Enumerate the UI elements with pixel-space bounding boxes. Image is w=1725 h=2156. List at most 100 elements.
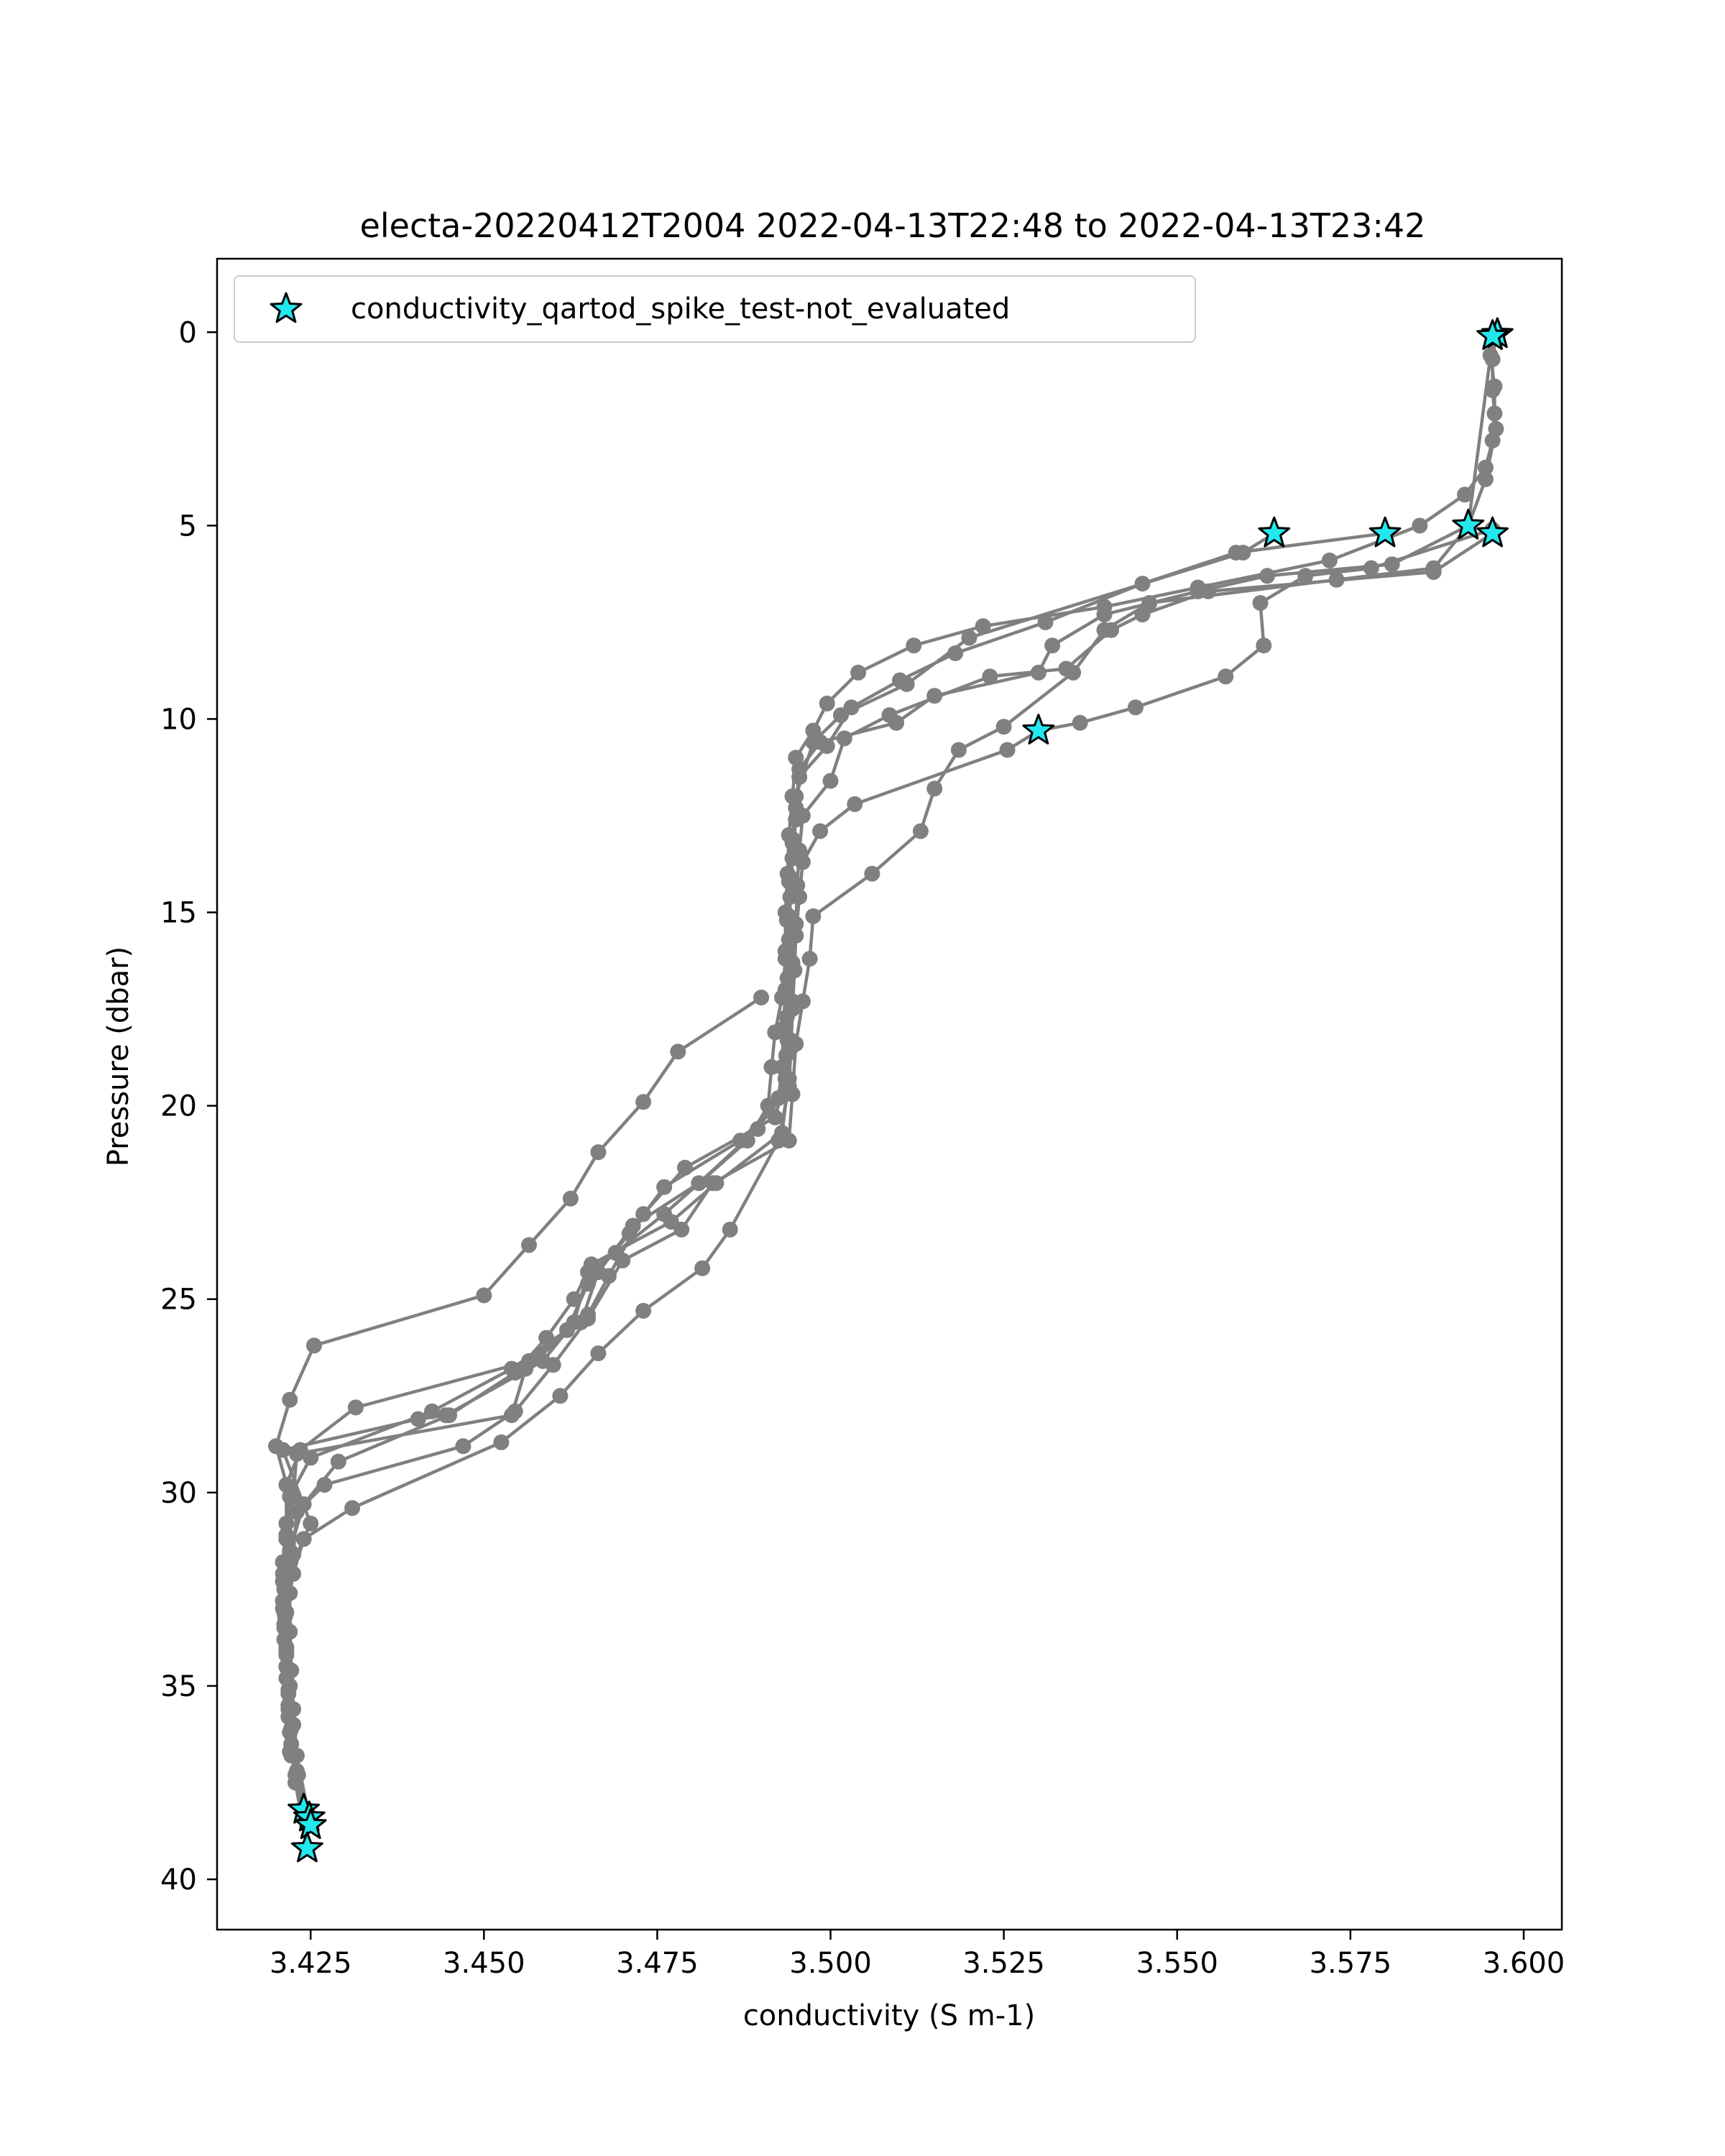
series-point <box>1141 595 1158 611</box>
x-axis-label: conductivity (S m-1) <box>743 1999 1035 2032</box>
axes-frame <box>216 257 1563 1931</box>
series-point <box>781 873 797 890</box>
y-tick-label: 30 <box>160 1477 197 1510</box>
flagged-star-point <box>1258 516 1291 548</box>
x-tick-label: 3.600 <box>1483 1947 1565 1980</box>
series-point <box>316 1477 333 1493</box>
x-tick-label: 3.550 <box>1136 1947 1218 1980</box>
series-point <box>778 1008 795 1025</box>
series-point <box>562 1190 579 1207</box>
series-point <box>280 1682 297 1698</box>
series-point <box>1058 660 1075 677</box>
series-point <box>1235 545 1251 561</box>
series-point <box>975 618 991 635</box>
series-point <box>1072 714 1088 731</box>
series-point <box>1457 487 1473 503</box>
series-point <box>1488 420 1504 437</box>
y-tick-label: 5 <box>179 510 197 543</box>
series-point <box>770 1133 787 1149</box>
y-tick-label: 15 <box>160 897 197 930</box>
series-point <box>283 1720 300 1737</box>
y-axis: 0 5 10 15 20 25 30 35 40 <box>160 316 217 1897</box>
series-point <box>781 931 797 948</box>
series-point <box>1321 552 1338 568</box>
flagged-star-point <box>1452 508 1485 540</box>
series-point <box>767 1024 783 1041</box>
series-point <box>739 1133 755 1149</box>
series-point <box>476 1287 492 1304</box>
series-point <box>1037 614 1054 630</box>
series-point <box>438 1407 454 1424</box>
series-point <box>850 664 867 681</box>
series-point <box>268 1438 284 1455</box>
series-point <box>722 1221 738 1238</box>
series-point <box>590 1144 607 1161</box>
series-point <box>805 734 822 750</box>
flagged-star-point <box>290 1831 323 1863</box>
series-point <box>708 1175 724 1192</box>
series-point <box>535 1353 551 1369</box>
series-point <box>778 912 795 929</box>
series-point <box>1103 622 1120 638</box>
series-point <box>784 831 801 847</box>
series-point <box>1200 583 1217 599</box>
flagged-star-point <box>1476 516 1509 548</box>
series-point <box>1252 595 1269 611</box>
series-point <box>812 823 829 839</box>
series-point <box>282 1391 298 1408</box>
series-point <box>881 707 898 724</box>
y-tick-label: 20 <box>160 1090 197 1123</box>
series-point <box>455 1438 472 1455</box>
series-point <box>503 1360 520 1377</box>
series-point <box>694 1260 711 1276</box>
plot-area <box>268 317 1514 1863</box>
series-point <box>950 742 967 758</box>
flagged-star-point <box>1368 516 1402 548</box>
series-point <box>635 1302 652 1319</box>
x-tick-label: 3.525 <box>962 1947 1045 1980</box>
series-point <box>347 1399 364 1416</box>
series-point <box>566 1314 582 1330</box>
series-point <box>777 1086 794 1102</box>
series-point <box>656 1179 673 1195</box>
series-point <box>1218 668 1234 685</box>
series-point <box>961 630 978 646</box>
series-point <box>306 1337 322 1354</box>
series-point <box>278 1643 295 1659</box>
x-tick-label: 3.575 <box>1310 1947 1392 1980</box>
chart-title: electa-20220412T2004 2022-04-13T22:48 to… <box>360 206 1426 245</box>
series-point <box>276 1604 293 1621</box>
series-point <box>303 1450 319 1466</box>
series-point <box>507 1403 523 1419</box>
flagged-star-point <box>1022 714 1055 745</box>
legend-box <box>234 275 1196 343</box>
series-point <box>833 707 849 724</box>
legend-star-marker <box>270 292 303 323</box>
series-point <box>782 889 799 905</box>
series-point <box>1297 568 1314 584</box>
series-point <box>999 742 1016 758</box>
series-point <box>1412 517 1428 534</box>
y-tick-label: 0 <box>179 316 197 349</box>
series-point <box>805 722 822 739</box>
series-point <box>521 1237 537 1253</box>
series-point <box>1484 351 1501 367</box>
series-point <box>493 1434 510 1450</box>
series-point <box>330 1453 346 1470</box>
series-point <box>670 1044 686 1060</box>
series-point <box>864 865 880 882</box>
series-point <box>753 990 770 1005</box>
series-point <box>1096 607 1113 623</box>
y-axis-label: Pressure (dbar) <box>102 946 135 1166</box>
series-point <box>580 1264 596 1281</box>
series-point <box>774 990 790 1005</box>
series-point <box>303 1515 319 1531</box>
y-tick-label: 40 <box>160 1864 197 1897</box>
legend-entry-label: conductivity_qartod_spike_test-not_evalu… <box>351 292 1010 326</box>
series-point <box>1363 560 1379 576</box>
series-point <box>1259 568 1276 584</box>
series-point <box>995 719 1012 735</box>
series-point <box>288 1446 305 1462</box>
